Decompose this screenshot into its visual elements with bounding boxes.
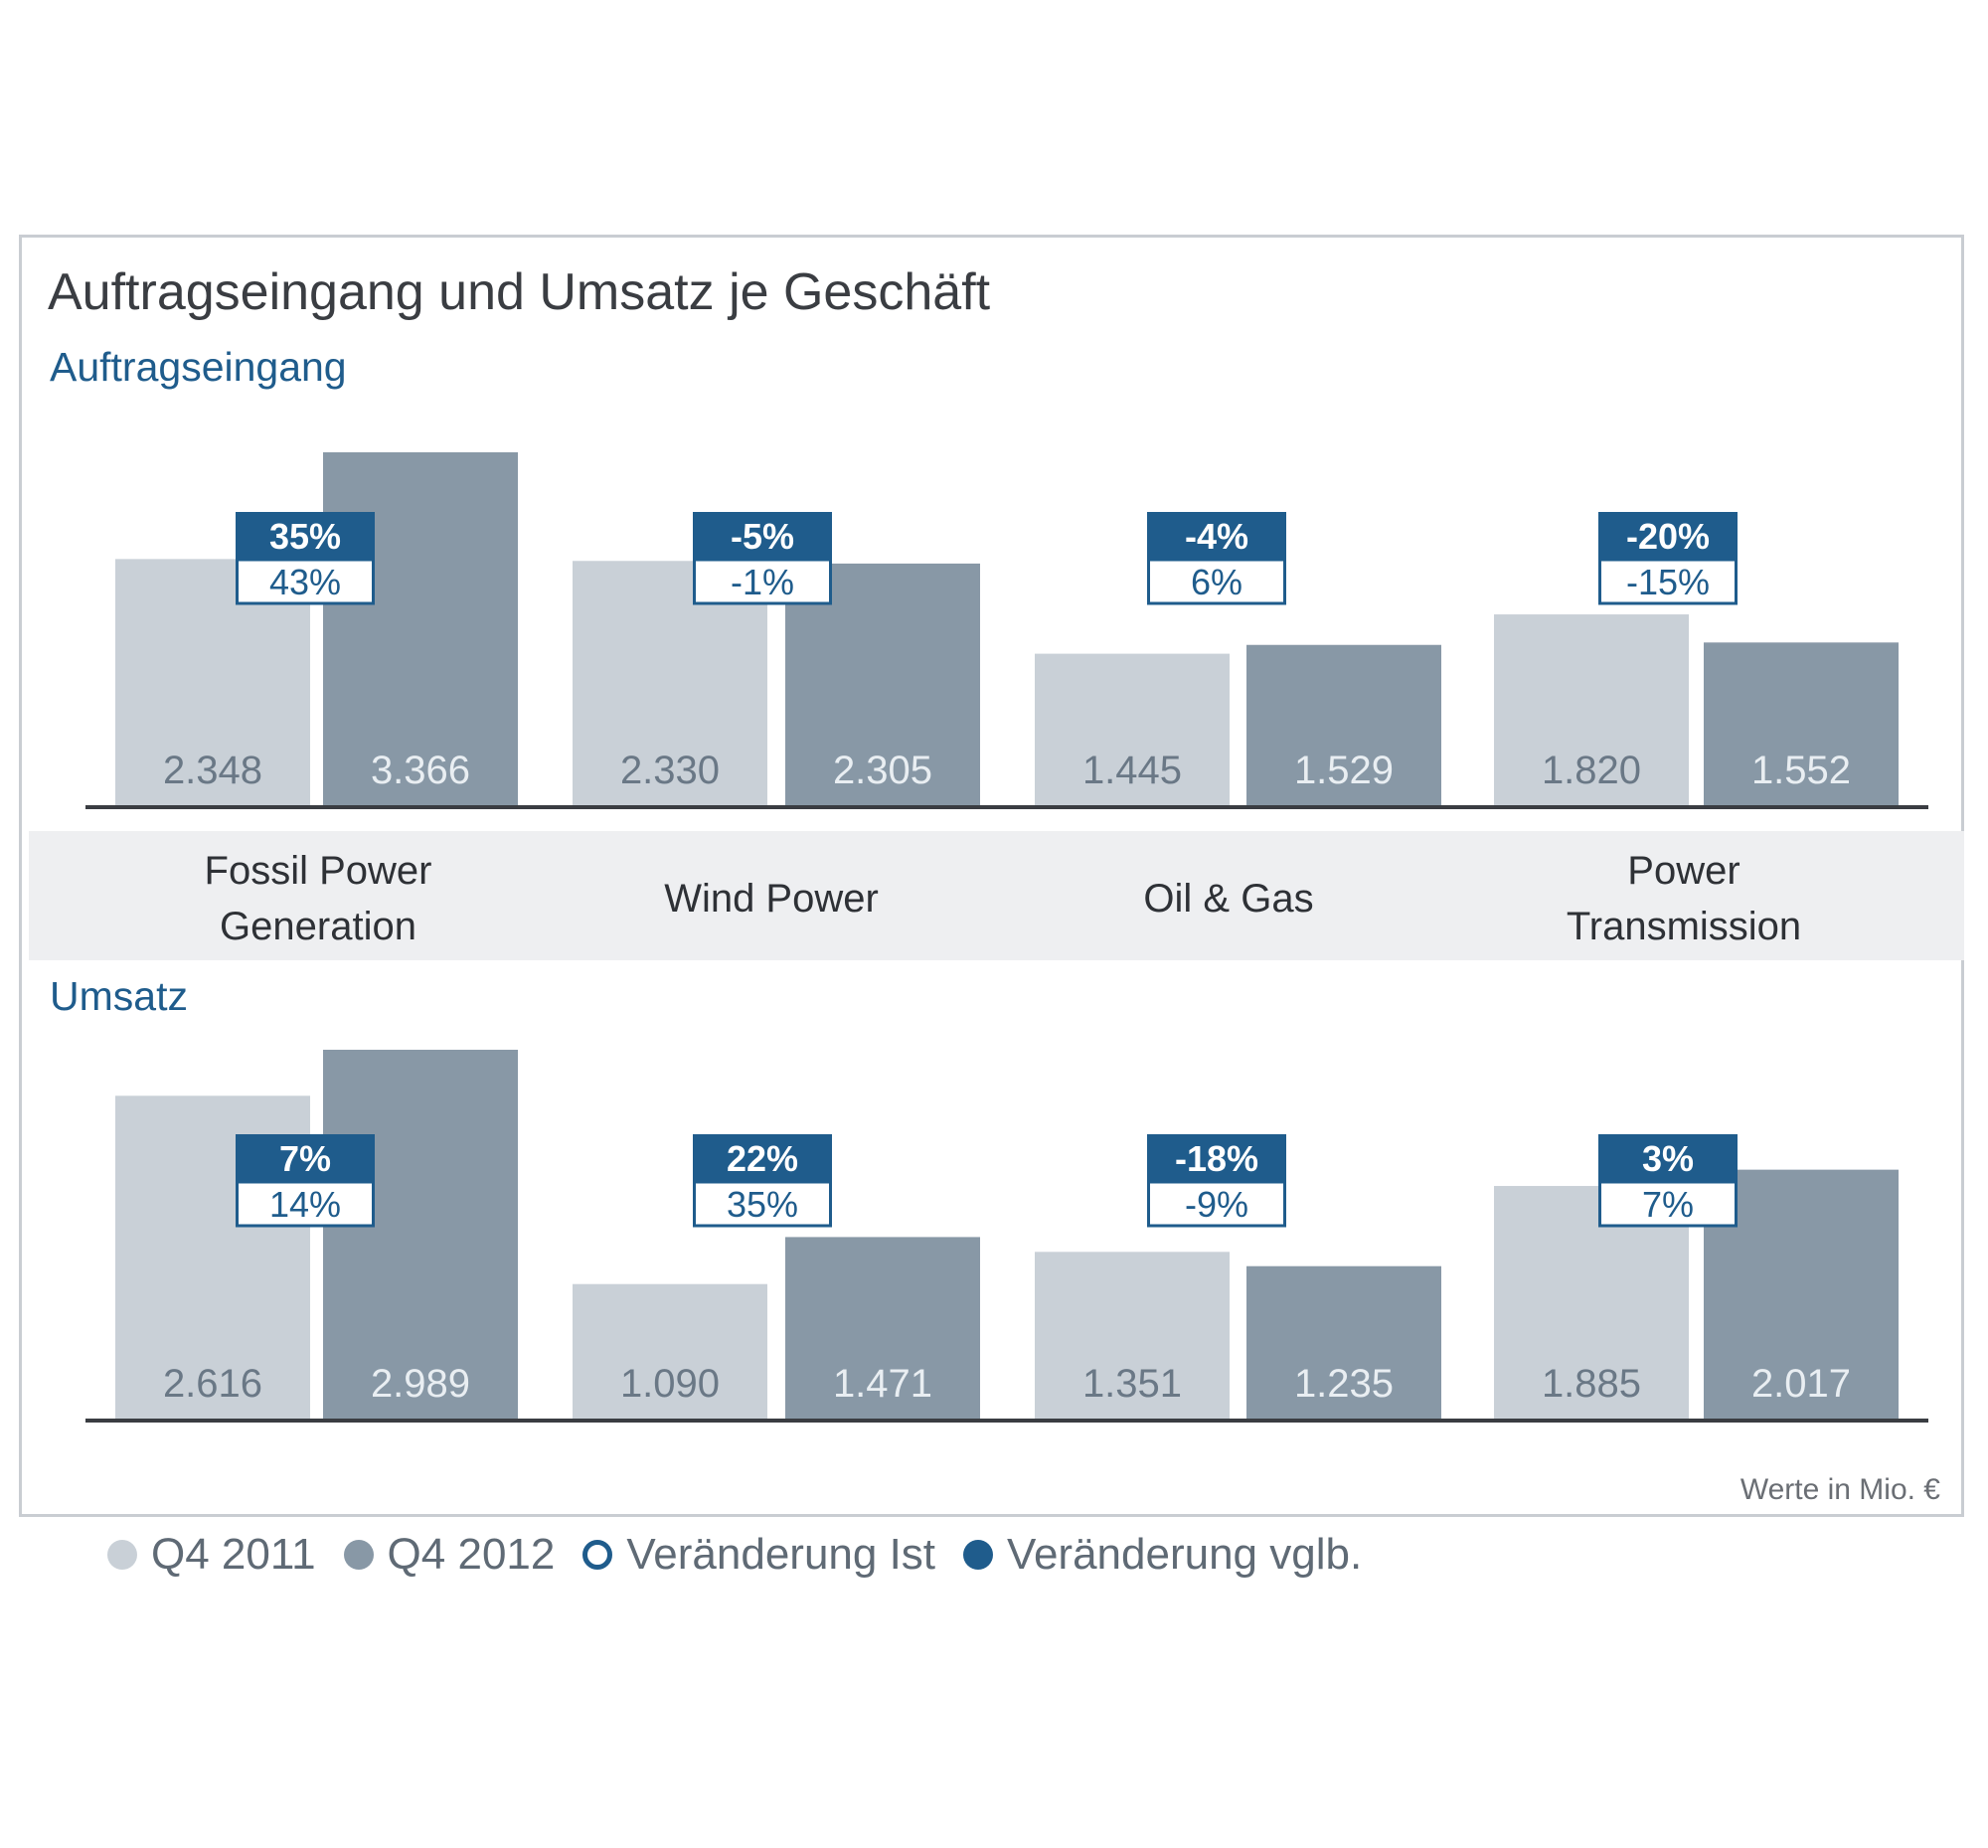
legend-label: Veränderung vglb. [1007, 1530, 1363, 1579]
umsatz-change-comparable-box-fossil-power-generation [236, 1134, 375, 1182]
auftragseingang-change-comparable-box-fossil-power-generation [236, 512, 375, 560]
umsatz-change-actual-oil-gas: -9% [1185, 1184, 1248, 1225]
auftragseingang-bar-oil-gas-q4-2012 [1246, 644, 1441, 805]
legend-swatch [582, 1540, 613, 1570]
auftragseingang-change-actual-oil-gas: 6% [1191, 562, 1242, 602]
auftragseingang-bar-fossil-power-generation-q4-2012 [323, 452, 518, 805]
umsatz-bar-fossil-power-generation-q4-2012 [323, 1050, 518, 1419]
umsatz-change-comparable-box-oil-gas [1147, 1134, 1286, 1182]
category-label-fossil-power-generation: Fossil Power Generation [109, 843, 527, 954]
legend-item-q4-2012: Q4 2012 [343, 1530, 556, 1580]
category-label-oil-gas: Oil & Gas [1020, 871, 1437, 926]
umsatz-data-label-power-transmission-q4-2011: 1.885 [1542, 1362, 1641, 1406]
legend-swatch [963, 1540, 994, 1570]
section-title-umsatz: Umsatz [50, 973, 188, 1019]
umsatz-bar-wind-power-q4-2012 [785, 1237, 980, 1419]
auftragseingang-change-actual-power-transmission: -15% [1626, 562, 1710, 602]
auftragseingang-change-comparable-box-wind-power [693, 512, 832, 560]
auftragseingang-change-actual-box-wind-power [693, 558, 832, 605]
legend-item-q4-2011: Q4 2011 [107, 1530, 316, 1580]
section-title-auftragseingang: Auftragseingang [50, 344, 347, 390]
umsatz-change-actual-box-power-transmission [1598, 1180, 1738, 1228]
auftragseingang-data-label-fossil-power-generation-q4-2011: 2.348 [163, 749, 262, 792]
category-label-line: Power [1627, 849, 1740, 893]
category-label-line: Wind Power [664, 877, 879, 921]
auftragseingang-change-actual-box-power-transmission [1598, 558, 1738, 605]
auftragseingang-bar-power-transmission-q4-2012 [1704, 642, 1899, 805]
umsatz-change-actual-box-fossil-power-generation [236, 1180, 375, 1228]
auftragseingang-change-actual-fossil-power-generation: 43% [269, 562, 341, 602]
umsatz-data-label-wind-power-q4-2011: 1.090 [620, 1362, 720, 1406]
auftragseingang-change-comparable-box-oil-gas [1147, 512, 1286, 560]
umsatz-change-comparable-power-transmission: 3% [1642, 1138, 1694, 1179]
umsatz-change-actual-fossil-power-generation: 14% [269, 1184, 341, 1225]
legend: Q4 2011 Q4 2012 Veränderung Ist Veränderung… [107, 1530, 1390, 1580]
umsatz-change-comparable-box-power-transmission [1598, 1134, 1738, 1182]
category-label-band [29, 831, 1964, 960]
unit-note: Werte in Mio. € [1740, 1473, 1940, 1506]
auftragseingang-data-label-wind-power-q4-2012: 2.305 [833, 749, 932, 792]
auftragseingang-data-label-power-transmission-q4-2011: 1.820 [1542, 749, 1641, 792]
umsatz-change-comparable-oil-gas: -18% [1175, 1138, 1258, 1179]
umsatz-bar-wind-power-q4-2011 [573, 1283, 767, 1419]
umsatz-data-label-fossil-power-generation-q4-2012: 2.989 [371, 1362, 470, 1406]
category-label-wind-power: Wind Power [563, 871, 980, 926]
chart-title: Auftragseingang und Umsatz je Geschäft [48, 263, 991, 321]
umsatz-data-label-wind-power-q4-2012: 1.471 [833, 1362, 932, 1406]
category-label-line: Generation [220, 905, 416, 948]
legend-label: Veränderung Ist [626, 1530, 936, 1579]
umsatz-change-comparable-wind-power: 22% [727, 1138, 798, 1179]
legend-label: Q4 2012 [387, 1530, 556, 1579]
category-label-line: Transmission [1566, 905, 1802, 948]
legend-item-ver-nderung-ist: Veränderung Ist [582, 1530, 935, 1580]
legend-item-ver-nderung-vglb: Veränderung vglb. [963, 1530, 1362, 1580]
umsatz-change-actual-power-transmission: 7% [1642, 1184, 1694, 1225]
auftragseingang-data-label-fossil-power-generation-q4-2012: 3.366 [371, 749, 470, 792]
auftragseingang-change-comparable-power-transmission: -20% [1626, 516, 1710, 557]
legend-swatch [107, 1540, 137, 1570]
umsatz-data-label-power-transmission-q4-2012: 2.017 [1751, 1362, 1851, 1406]
legend-label: Q4 2011 [151, 1530, 316, 1579]
category-label-line: Fossil Power [204, 849, 432, 893]
auftragseingang-change-actual-wind-power: -1% [731, 562, 794, 602]
auftragseingang-change-comparable-fossil-power-generation: 35% [269, 516, 341, 557]
category-label-line: Oil & Gas [1143, 877, 1314, 921]
auftragseingang-change-actual-box-oil-gas [1147, 558, 1286, 605]
umsatz-change-comparable-fossil-power-generation: 7% [279, 1138, 331, 1179]
category-label-power-transmission: Power Transmission [1475, 843, 1893, 954]
umsatz-bar-oil-gas-q4-2012 [1246, 1265, 1441, 1419]
umsatz-change-actual-wind-power: 35% [727, 1184, 798, 1225]
umsatz-bar-oil-gas-q4-2011 [1035, 1252, 1230, 1419]
umsatz-change-actual-box-oil-gas [1147, 1180, 1286, 1228]
auftragseingang-change-comparable-box-power-transmission [1598, 512, 1738, 560]
auftragseingang-data-label-power-transmission-q4-2012: 1.552 [1751, 749, 1851, 792]
auftragseingang-bar-oil-gas-q4-2011 [1035, 653, 1230, 805]
auftragseingang-bar-power-transmission-q4-2011 [1494, 614, 1689, 805]
auftragseingang-change-comparable-wind-power: -5% [731, 516, 794, 557]
auftragseingang-change-actual-box-fossil-power-generation [236, 558, 375, 605]
legend-swatch [343, 1540, 374, 1570]
auftragseingang-change-comparable-oil-gas: -4% [1185, 516, 1248, 557]
auftragseingang-data-label-oil-gas-q4-2011: 1.445 [1082, 749, 1182, 792]
umsatz-data-label-oil-gas-q4-2012: 1.235 [1294, 1362, 1394, 1406]
auftragseingang-data-label-wind-power-q4-2011: 2.330 [620, 749, 720, 792]
auftragseingang-data-label-oil-gas-q4-2012: 1.529 [1294, 749, 1394, 792]
umsatz-change-comparable-box-wind-power [693, 1134, 832, 1182]
umsatz-change-actual-box-wind-power [693, 1180, 832, 1228]
umsatz-data-label-oil-gas-q4-2011: 1.351 [1082, 1362, 1182, 1406]
umsatz-data-label-fossil-power-generation-q4-2011: 2.616 [163, 1362, 262, 1406]
